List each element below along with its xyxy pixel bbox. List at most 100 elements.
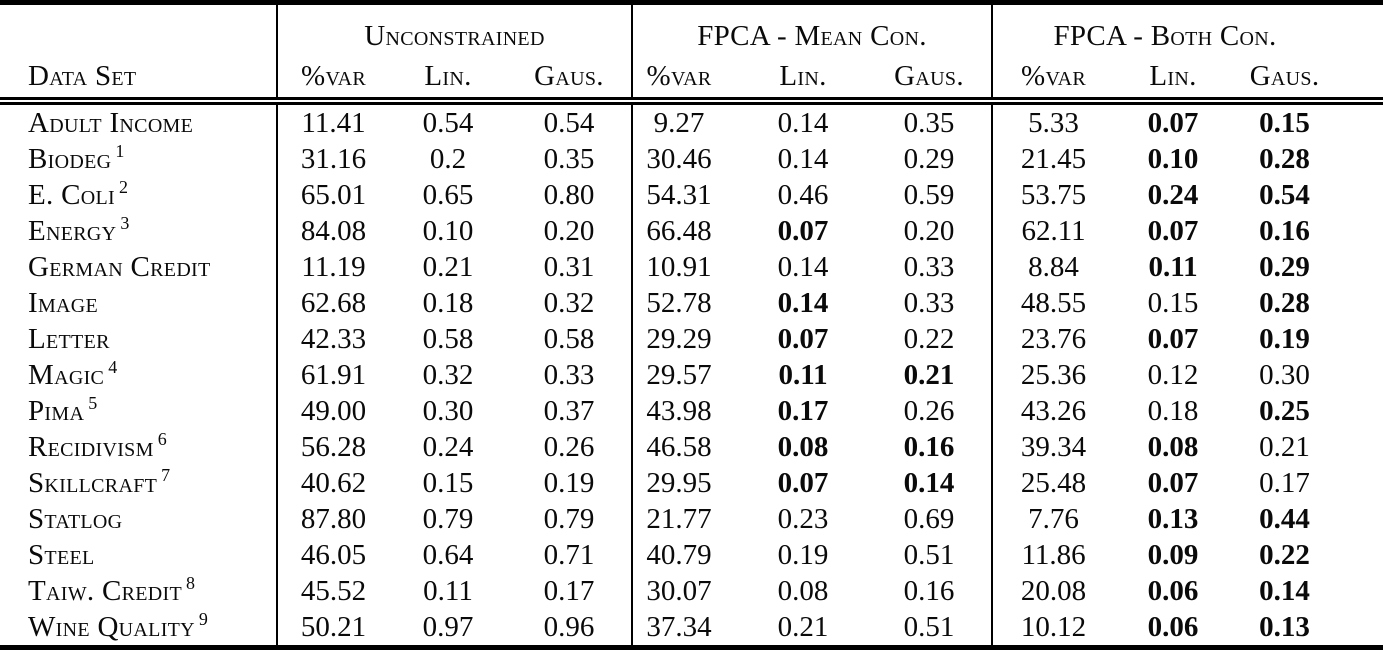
value-cell: 0.37 (543, 394, 595, 427)
value-cell: 30.46 (631, 141, 740, 177)
value-cell: 0.79 (422, 502, 474, 535)
value-cell: 0.64 (422, 538, 474, 571)
value-cell: 0.15 (422, 466, 474, 499)
dataset-name: Energy 3 (0, 213, 277, 249)
dataset-name: Taiw. Credit 8 (0, 573, 277, 609)
value-cell: 0.19 (543, 466, 595, 499)
value-cell: 5.33 (991, 101, 1115, 141)
dataset-label: Recidivism (28, 430, 154, 463)
value-cell: 0.07 (1147, 214, 1199, 247)
value-cell: 0.29 (1259, 250, 1310, 283)
value-cell: 52.78 (631, 285, 740, 321)
value-cell: 0.14 (777, 142, 829, 175)
value-cell: 21.45 (991, 141, 1115, 177)
group-header-fpca-mean: FPCA - Mean Con. (631, 2, 993, 55)
value-cell: 48.55 (991, 285, 1115, 321)
dataset-label: E. Coli (28, 178, 115, 211)
group-label: Unconstrained (364, 20, 545, 52)
value-cell: 0.2 (429, 142, 467, 175)
dataset-label: Biodeg (28, 142, 112, 175)
value-cell: 0.20 (903, 214, 955, 247)
group-header-unconstrained: Unconstrained (275, 2, 633, 55)
dataset-label: Letter (28, 322, 110, 355)
value-cell: 0.30 (422, 394, 474, 427)
group-header-fpca-both: FPCA - Both Con. (991, 2, 1383, 55)
value-cell: 40.79 (631, 537, 740, 573)
dataset-name: Wine Quality 9 (0, 609, 277, 648)
value-cell: 0.24 (1147, 178, 1199, 211)
dataset-label: Steel (28, 538, 95, 571)
footnote-marker: 9 (198, 608, 208, 629)
value-cell: 0.80 (543, 178, 595, 211)
value-cell: 0.96 (543, 610, 595, 643)
table-row: Letter 42.33 0.58 0.58 29.29 0.07 0.22 23.76 0.0… (0, 321, 1383, 357)
value-cell: 39.34 (991, 429, 1115, 465)
value-cell: 0.13 (1147, 502, 1199, 535)
value-cell: 0.33 (903, 286, 955, 319)
value-cell: 29.29 (631, 321, 740, 357)
value-cell: 0.11 (778, 358, 828, 391)
value-cell: 0.18 (1147, 394, 1199, 427)
value-cell: 20.08 (991, 573, 1115, 609)
value-cell: 0.26 (903, 394, 955, 427)
col-header-pvar-2: %var (631, 55, 740, 105)
value-cell: 0.28 (1259, 286, 1310, 319)
value-cell: 0.28 (1259, 142, 1310, 175)
value-cell: 53.75 (991, 177, 1115, 213)
value-cell: 0.15 (1259, 106, 1310, 139)
value-cell: 0.09 (1147, 538, 1199, 571)
dataset-name: Pima 5 (0, 393, 277, 429)
value-cell: 0.07 (777, 466, 829, 499)
dataset-name: Letter (0, 321, 277, 357)
value-cell: 0.11 (1148, 250, 1198, 283)
value-cell: 46.05 (276, 537, 389, 573)
value-cell: 37.34 (631, 609, 740, 648)
value-cell: 87.80 (276, 501, 389, 537)
dataset-label: Pima (28, 394, 85, 427)
footnote-marker: 3 (120, 212, 130, 233)
value-cell: 0.08 (777, 430, 829, 463)
footnote-marker: 7 (161, 464, 171, 485)
value-cell: 0.23 (777, 502, 829, 535)
value-cell: 0.58 (422, 322, 474, 355)
value-cell: 0.33 (543, 358, 595, 391)
value-cell: 0.16 (1259, 214, 1310, 247)
value-cell: 0.08 (777, 574, 829, 607)
value-cell: 30.07 (631, 573, 740, 609)
value-cell: 0.21 (777, 610, 829, 643)
value-cell: 62.68 (276, 285, 389, 321)
value-cell: 25.36 (991, 357, 1115, 393)
value-cell: 0.21 (422, 250, 474, 283)
dataset-label: Adult Income (28, 106, 194, 139)
value-cell: 0.22 (903, 322, 955, 355)
value-cell: 62.11 (991, 213, 1115, 249)
dataset-name: German Credit (0, 249, 277, 285)
footnote-marker: 1 (115, 140, 125, 161)
value-cell: 0.16 (903, 574, 955, 607)
table-row: Magic 4 61.91 0.32 0.33 29.57 0.11 0.21 25.36 0.1… (0, 357, 1383, 393)
table-row: Steel 46.05 0.64 0.71 40.79 0.19 0.51 11.86 0.09… (0, 537, 1383, 573)
value-cell: 11.19 (276, 249, 389, 285)
dataset-name: Biodeg 1 (0, 141, 277, 177)
value-cell: 45.52 (276, 573, 389, 609)
value-cell: 54.31 (631, 177, 740, 213)
col-header-dataset: Data Set (0, 55, 277, 105)
value-cell: 0.18 (422, 286, 474, 319)
dataset-name: Magic 4 (0, 357, 277, 393)
value-cell: 0.19 (1259, 322, 1310, 355)
table-row: Pima 5 49.00 0.30 0.37 43.98 0.17 0.26 43.26 0.18… (0, 393, 1383, 429)
value-cell: 0.06 (1147, 574, 1199, 607)
value-cell: 0.54 (422, 106, 474, 139)
value-cell: 0.30 (1259, 358, 1310, 391)
value-cell: 0.69 (903, 502, 955, 535)
value-cell: 0.97 (422, 610, 474, 643)
table-row: Recidivism 6 56.28 0.24 0.26 46.58 0.08 0.16 39.… (0, 429, 1383, 465)
table-row: Image 62.68 0.18 0.32 52.78 0.14 0.33 48.55 0.15… (0, 285, 1383, 321)
value-cell: 0.31 (543, 250, 595, 283)
dataset-name: Statlog (0, 501, 277, 537)
value-cell: 49.00 (276, 393, 389, 429)
value-cell: 0.21 (903, 358, 955, 391)
group-label: FPCA - Mean Con. (697, 20, 927, 52)
footnote-marker: 8 (186, 572, 195, 593)
